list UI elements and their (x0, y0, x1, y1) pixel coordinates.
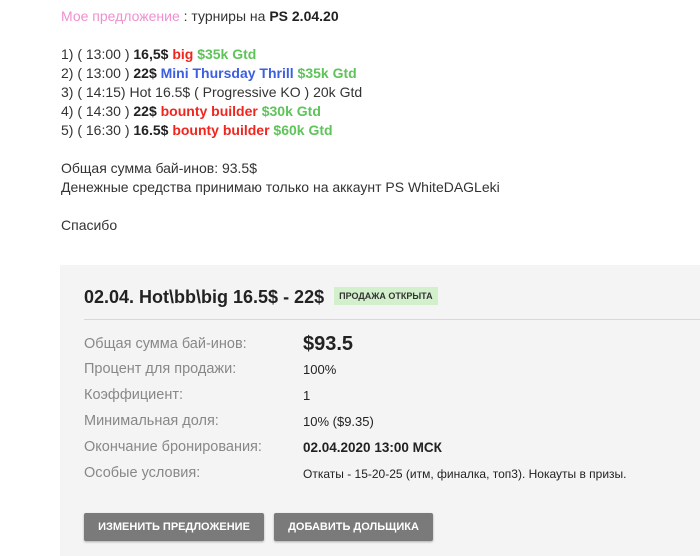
tournament-line: 3) ( 14:15) Hot 16.5$ ( Progressive KO )… (61, 84, 363, 100)
t-num: 4) ( 14:30 ) (61, 103, 134, 119)
post-thanks: Спасибо (61, 217, 118, 233)
post-body: Мое предложение : турниры на PS 2.04.20 … (61, 7, 500, 235)
row-label: Процент для продажи: (84, 361, 237, 377)
heading-site: PS 2.04.20 (269, 8, 339, 24)
row-value: 10% ($9.35) (303, 414, 374, 429)
t-name: bounty builder (160, 103, 258, 119)
t-name: Mini Thursday Thrill (160, 65, 294, 81)
t-num: 5) ( 16:30 ) (61, 122, 134, 138)
tournament-line: 1) ( 13:00 ) 16,5$ big $35k Gtd (61, 45, 500, 64)
t-buyin: 16.5$ (133, 122, 169, 138)
heading-label: Мое предложение (61, 8, 180, 24)
row-value: $93.5 (303, 333, 354, 355)
t-buyin: 16,5$ (133, 46, 169, 62)
row-value: Откаты - 15-20-25 (итм, финалка, топ3). … (303, 467, 627, 481)
post-total: Общая сумма бай-инов: 93.5$ (61, 160, 258, 176)
tournament-line: 2) ( 13:00 ) 22$ Mini Thursday Thrill $3… (61, 64, 500, 83)
offer-panel: 02.04. Hot\bb\big 16.5$ - 22$ ПРОДАЖА ОТК… (60, 265, 700, 556)
row-value: 100% (303, 362, 337, 377)
t-name: bounty builder (172, 122, 270, 138)
row-label: Особые условия: (84, 465, 201, 481)
row-value: 1 (303, 388, 311, 403)
post-account: Денежные средства принимаю только на акк… (61, 179, 500, 195)
offer-title-wrap: 02.04. Hot\bb\big 16.5$ - 22$ ПРОДАЖА ОТК… (84, 287, 438, 308)
t-name: big (172, 46, 194, 62)
offer-title: 02.04. Hot\bb\big 16.5$ - 22$ (84, 287, 325, 307)
t-gtd: $30k Gtd (261, 103, 321, 119)
t-buyin: 22$ (133, 103, 157, 119)
post-heading: Мое предложение : турниры на PS 2.04.20 (61, 7, 500, 26)
edit-offer-button[interactable]: ИЗМЕНИТЬ ПРЕДЛОЖЕНИЕ (84, 513, 264, 541)
row-label: Общая сумма бай-инов: (84, 336, 247, 352)
tournament-line: 4) ( 14:30 ) 22$ bounty builder $30k Gtd (61, 102, 500, 121)
row-label: Окончание бронирования: (84, 439, 262, 455)
t-gtd: $35k Gtd (297, 65, 357, 81)
t-gtd: $35k Gtd (197, 46, 257, 62)
t-gtd: $60k Gtd (273, 122, 333, 138)
add-shareholder-button[interactable]: ДОБАВИТЬ ДОЛЬЩИКА (274, 513, 433, 541)
t-buyin: 22$ (133, 65, 157, 81)
tournament-line: 5) ( 16:30 ) 16.5$ bounty builder $60k G… (61, 121, 500, 140)
row-label: Минимальная доля: (84, 413, 219, 429)
row-label: Коэффициент: (84, 387, 184, 403)
row-value: 02.04.2020 13:00 МСК (303, 440, 442, 455)
heading-sep: : турниры на (179, 8, 270, 24)
divider (84, 319, 700, 320)
t-num: 1) ( 13:00 ) (61, 46, 134, 62)
t-num: 2) ( 13:00 ) (61, 65, 134, 81)
status-badge: ПРОДАЖА ОТКРЫТА (334, 287, 438, 306)
